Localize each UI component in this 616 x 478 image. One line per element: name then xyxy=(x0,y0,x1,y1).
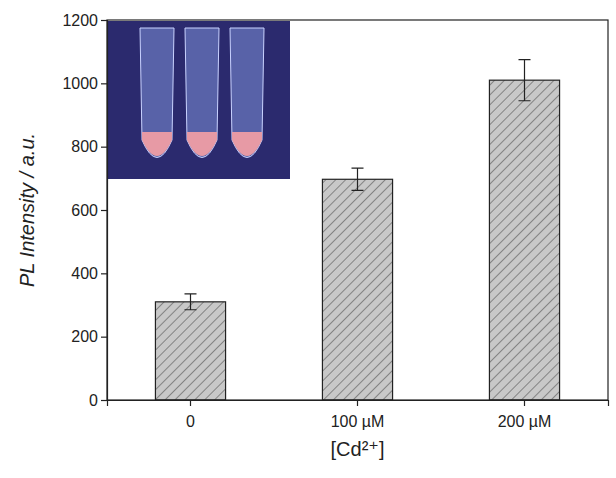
inset-tube xyxy=(185,28,219,158)
error-bar-line xyxy=(185,294,197,310)
inset-photo xyxy=(108,21,290,179)
y-tick-label: 200 xyxy=(71,328,98,345)
inset-liquid xyxy=(142,132,172,156)
y-tick: 200 xyxy=(71,328,107,345)
bar xyxy=(155,302,225,400)
chart: 0 200 400 600 800 1000 1200 0 100 µM 200 µM [Cd²⁺]… xyxy=(0,0,616,478)
x-tick-label: 0 xyxy=(186,413,195,430)
inset-tube xyxy=(230,28,264,158)
x-tick: 200 µM xyxy=(498,400,552,430)
x-axis: 0 100 µM 200 µM xyxy=(108,400,609,430)
x-axis-title: [Cd²⁺] xyxy=(331,438,385,460)
error-bar xyxy=(519,60,531,101)
error-bar xyxy=(185,294,197,310)
x-tick-mark xyxy=(524,400,525,406)
error-bar xyxy=(352,168,364,190)
y-tick-label: 1200 xyxy=(62,12,98,29)
y-tick: 400 xyxy=(71,265,107,282)
y-axis-title: PL Intensity / a.u. xyxy=(16,133,38,287)
inset-background xyxy=(108,21,290,179)
x-tick: 100 µM xyxy=(331,400,385,430)
y-tick-label: 1000 xyxy=(62,75,98,92)
y-tick: 1000 xyxy=(62,75,107,92)
y-tick-mark xyxy=(101,337,107,338)
x-tick-mark xyxy=(357,400,358,406)
y-tick-label: 400 xyxy=(71,265,98,282)
y-tick-mark xyxy=(101,210,107,211)
y-tick: 0 xyxy=(89,392,107,409)
y-tick: 600 xyxy=(71,202,107,219)
y-tick-label: 0 xyxy=(89,392,98,409)
x-tick-label: 100 µM xyxy=(331,413,385,430)
y-tick-mark xyxy=(101,20,107,21)
x-axis-line xyxy=(108,401,609,407)
x-tick-label: 200 µM xyxy=(498,413,552,430)
y-tick-mark xyxy=(101,147,107,148)
y-tick-mark xyxy=(101,83,107,84)
error-bar-line xyxy=(352,168,364,190)
plot-frame xyxy=(107,20,608,400)
x-tick: 0 xyxy=(186,400,195,430)
y-tick-label: 800 xyxy=(71,138,98,155)
y-tick-mark xyxy=(101,273,107,274)
y-axis-line xyxy=(101,21,108,401)
y-tick-label: 600 xyxy=(71,202,98,219)
bar xyxy=(489,80,559,400)
inset-tube xyxy=(140,28,174,158)
y-tick-mark xyxy=(101,400,107,401)
x-tick-mark xyxy=(190,400,191,406)
inset-liquid xyxy=(232,132,262,156)
bar xyxy=(322,179,392,400)
inset-liquid xyxy=(187,132,217,156)
y-tick: 1200 xyxy=(62,12,107,29)
error-bar-line xyxy=(519,60,531,101)
plot-area xyxy=(155,60,559,400)
y-tick: 800 xyxy=(71,138,107,155)
y-axis: 0 200 400 600 800 1000 1200 xyxy=(62,12,107,409)
